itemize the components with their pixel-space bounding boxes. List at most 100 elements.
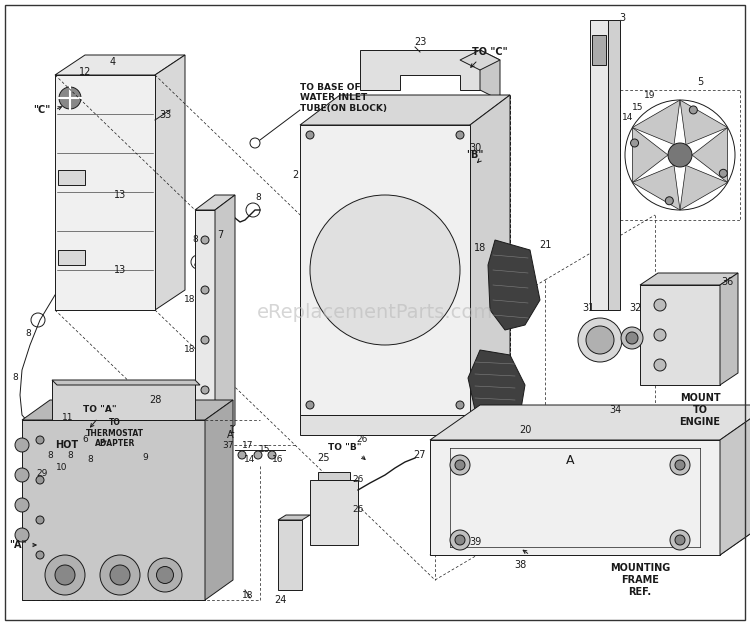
Text: 26: 26 [352, 506, 364, 514]
Circle shape [654, 299, 666, 311]
Circle shape [675, 535, 685, 545]
Text: 8: 8 [47, 451, 53, 459]
Polygon shape [608, 20, 620, 310]
Circle shape [15, 438, 29, 452]
Polygon shape [632, 127, 668, 182]
Text: 5: 5 [697, 77, 703, 87]
Text: 25: 25 [318, 453, 330, 463]
Circle shape [201, 386, 209, 394]
Polygon shape [640, 273, 738, 285]
Text: 14: 14 [244, 456, 256, 464]
Circle shape [36, 551, 44, 559]
Polygon shape [195, 210, 215, 440]
Circle shape [456, 131, 464, 139]
Circle shape [654, 359, 666, 371]
Text: 3: 3 [619, 13, 625, 23]
Circle shape [719, 169, 728, 177]
Text: A: A [566, 454, 574, 466]
Circle shape [36, 436, 44, 444]
Polygon shape [720, 405, 750, 555]
Text: 4: 4 [110, 57, 116, 67]
Text: 18: 18 [184, 296, 196, 304]
Circle shape [306, 131, 314, 139]
Text: 38: 38 [514, 560, 526, 570]
Text: 20: 20 [519, 425, 531, 435]
Text: 36: 36 [721, 277, 733, 287]
Circle shape [450, 530, 470, 550]
Polygon shape [52, 380, 200, 385]
Polygon shape [318, 472, 350, 480]
Polygon shape [720, 273, 738, 385]
Polygon shape [205, 400, 233, 600]
Circle shape [675, 460, 685, 470]
Circle shape [631, 139, 638, 147]
Text: 37: 37 [222, 441, 234, 449]
Text: 19: 19 [644, 91, 656, 99]
Text: 23: 23 [414, 37, 426, 47]
Polygon shape [480, 50, 500, 100]
Circle shape [201, 286, 209, 294]
Polygon shape [632, 100, 680, 144]
Polygon shape [22, 400, 233, 420]
Polygon shape [55, 55, 185, 75]
Circle shape [59, 87, 81, 109]
Polygon shape [460, 50, 500, 70]
Circle shape [36, 516, 44, 524]
Circle shape [15, 528, 29, 542]
Text: 13: 13 [114, 190, 126, 200]
Circle shape [45, 555, 85, 595]
Circle shape [15, 468, 29, 482]
Polygon shape [692, 127, 728, 182]
Text: eReplacementParts.com: eReplacementParts.com [256, 302, 494, 321]
Circle shape [668, 143, 692, 167]
Polygon shape [58, 250, 85, 265]
Text: 26: 26 [356, 436, 368, 444]
Text: 26: 26 [352, 476, 364, 484]
Polygon shape [300, 125, 470, 415]
Circle shape [15, 498, 29, 512]
Text: 18: 18 [184, 346, 196, 354]
Polygon shape [215, 195, 235, 440]
Text: 1: 1 [229, 425, 235, 435]
Text: 27: 27 [414, 450, 426, 460]
Circle shape [148, 558, 182, 592]
Text: 9: 9 [142, 454, 148, 462]
Text: 39: 39 [469, 537, 482, 547]
Text: 32: 32 [630, 303, 642, 313]
Polygon shape [278, 515, 310, 520]
Text: 34: 34 [609, 405, 621, 415]
Circle shape [670, 455, 690, 475]
Circle shape [36, 476, 44, 484]
Text: 11: 11 [62, 414, 74, 422]
Circle shape [689, 106, 698, 114]
Text: 12: 12 [79, 67, 92, 77]
Circle shape [456, 401, 464, 409]
Circle shape [201, 236, 209, 244]
Polygon shape [58, 170, 85, 185]
Polygon shape [468, 350, 525, 425]
Text: 8: 8 [68, 451, 73, 459]
Text: 33: 33 [159, 110, 171, 120]
Text: TO "C": TO "C" [472, 47, 508, 57]
Circle shape [100, 555, 140, 595]
Polygon shape [430, 405, 750, 440]
Polygon shape [488, 240, 540, 330]
Text: 6: 6 [82, 436, 88, 444]
Circle shape [455, 535, 465, 545]
Circle shape [654, 329, 666, 341]
Circle shape [55, 565, 75, 585]
Text: 10: 10 [56, 464, 68, 472]
Circle shape [238, 451, 246, 459]
Polygon shape [300, 415, 470, 435]
Text: 18: 18 [242, 591, 254, 599]
Circle shape [455, 460, 465, 470]
Polygon shape [430, 520, 750, 555]
Circle shape [254, 451, 262, 459]
Polygon shape [680, 166, 728, 210]
Polygon shape [340, 95, 510, 385]
Text: 14: 14 [622, 114, 634, 122]
Circle shape [578, 318, 622, 362]
Text: MOUNTING
FRAME
REF.: MOUNTING FRAME REF. [610, 563, 670, 597]
Text: 31: 31 [582, 303, 594, 313]
Polygon shape [310, 480, 358, 545]
